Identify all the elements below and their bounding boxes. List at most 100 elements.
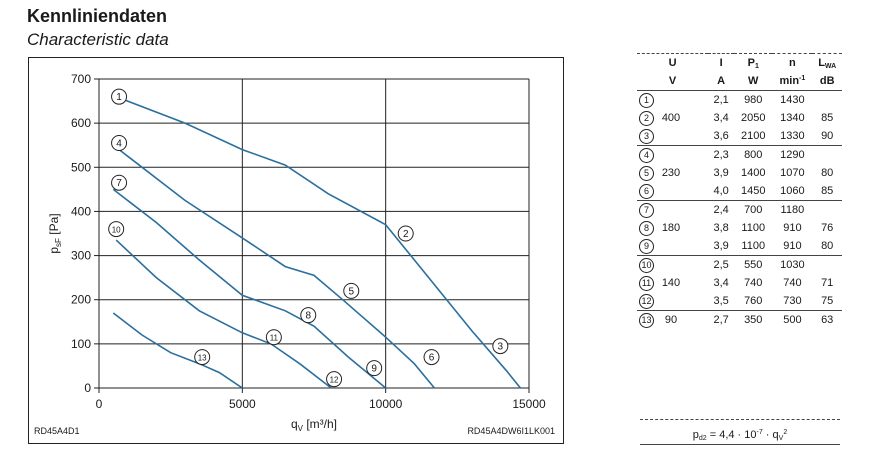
x-tick-label: 5000 bbox=[229, 397, 256, 411]
unit-p1: W bbox=[734, 72, 773, 91]
curve-voltage-cell: 2 400 bbox=[637, 109, 708, 127]
sound-cell: 85 bbox=[821, 112, 834, 124]
current-cell: 2,4 bbox=[713, 204, 729, 216]
curve-number-badge: 12 bbox=[639, 293, 654, 309]
curve-voltage-cell: 8 180 bbox=[637, 219, 708, 237]
curve-marker-circle bbox=[397, 225, 414, 242]
table-row: 13 90 2,7 350 500 63 bbox=[637, 311, 842, 330]
current-cell: 2,3 bbox=[713, 149, 729, 161]
curve-number-badge: 6 bbox=[639, 183, 654, 199]
power-cell: 2100 bbox=[734, 127, 773, 146]
speed-cell: 730 bbox=[772, 292, 813, 311]
curve-number-badge: 3 bbox=[639, 128, 654, 144]
y-tick-label: 200 bbox=[71, 293, 91, 307]
speed-cell: 1340 bbox=[780, 112, 805, 124]
y-tick-label: 700 bbox=[71, 72, 91, 86]
curve-marker-circle bbox=[300, 307, 317, 324]
table-body: 1 2,1 980 1430 2 400 3,4 2050 1340 85 3 3,6 2100 1330… bbox=[637, 91, 842, 330]
speed-cell: 500 bbox=[783, 314, 802, 326]
power-cell: 700 bbox=[744, 204, 763, 216]
sound-cell: 71 bbox=[821, 277, 834, 289]
characteristic-data-table: U I P1 n LWA V A W min-1 dB 1 2,1 980 1430 2… bbox=[637, 53, 842, 329]
power-cell: 350 bbox=[744, 314, 763, 326]
power-cell: 760 bbox=[734, 292, 773, 311]
current-cell: 3,9 bbox=[713, 167, 729, 179]
voltage-value: 230 bbox=[661, 166, 681, 179]
table-row: 3 3,6 2100 1330 90 bbox=[637, 127, 842, 146]
characteristic-curve bbox=[112, 312, 243, 389]
sound-cell: 76 bbox=[821, 222, 834, 234]
curve-number-badge: 2 bbox=[639, 110, 654, 126]
speed-cell: 1030 bbox=[780, 259, 805, 271]
power-cell: 740 bbox=[744, 277, 763, 289]
formula: pd2 = 4,4 · 10-7 · qV2 bbox=[640, 419, 840, 445]
table-row: 7 2,4 700 1180 bbox=[637, 201, 842, 220]
x-axis-label: qV [m³/h] bbox=[291, 417, 337, 433]
curve-marker-circle bbox=[108, 221, 125, 238]
header-u: U bbox=[637, 53, 709, 72]
y-tick-label: 400 bbox=[71, 204, 91, 218]
curve-voltage-cell: 7 bbox=[637, 201, 708, 220]
curve-marker-circle bbox=[265, 329, 282, 346]
curve-number-badge: 10 bbox=[639, 257, 654, 273]
power-cell: 1100 bbox=[734, 237, 773, 256]
sound-cell bbox=[812, 201, 842, 220]
unit-lwa: dB bbox=[812, 72, 842, 91]
current-cell: 2,1 bbox=[713, 94, 729, 106]
curve-marker-circle bbox=[111, 174, 128, 191]
power-cell: 2050 bbox=[741, 112, 766, 124]
curve-marker-circle bbox=[111, 135, 128, 152]
curve-marker-circle bbox=[326, 371, 343, 388]
curve-marker-circle bbox=[194, 349, 211, 366]
chart-panel bbox=[28, 57, 564, 444]
sound-cell: 90 bbox=[812, 127, 842, 146]
characteristic-curve bbox=[121, 98, 522, 389]
power-cell: 1100 bbox=[741, 222, 766, 234]
curve-marker-label: 7 bbox=[116, 178, 122, 189]
power-cell: 1450 bbox=[734, 182, 773, 201]
speed-cell: 1290 bbox=[780, 149, 805, 161]
curve-number-badge: 9 bbox=[639, 238, 654, 254]
y-tick-label: 300 bbox=[71, 249, 91, 263]
curve-voltage-cell: 5 230 bbox=[637, 164, 708, 182]
curve-marker-label: 5 bbox=[348, 286, 354, 297]
curve-marker-circle bbox=[366, 360, 383, 377]
table-row: 6 4,0 1450 1060 85 bbox=[637, 182, 842, 201]
y-tick-label: 100 bbox=[71, 337, 91, 351]
curve-marker-label: 6 bbox=[429, 353, 435, 364]
curve-voltage-cell: 9 bbox=[637, 237, 709, 256]
header-n: n bbox=[772, 53, 813, 72]
sound-cell: 85 bbox=[812, 182, 842, 201]
curve-marker-label: 12 bbox=[330, 376, 339, 385]
table-row: 4 2,3 800 1290 bbox=[637, 146, 842, 165]
curve-marker-circle bbox=[111, 88, 128, 105]
curve-number-badge: 11 bbox=[639, 275, 654, 291]
sound-cell bbox=[812, 91, 842, 110]
curve-voltage-cell: 1 bbox=[637, 91, 708, 110]
speed-cell: 1060 bbox=[772, 182, 813, 201]
current-cell: 2,5 bbox=[713, 259, 729, 271]
chart-code-left: RD45A4D1 bbox=[34, 426, 80, 436]
characteristic-curve bbox=[115, 239, 332, 389]
curve-number-badge: 5 bbox=[639, 165, 654, 181]
power-cell: 800 bbox=[744, 149, 763, 161]
curve-marker-label: 13 bbox=[198, 354, 207, 363]
table-header-units: V A W min-1 dB bbox=[637, 72, 842, 91]
curve-marker-circle bbox=[343, 282, 360, 299]
voltage-value: 400 bbox=[661, 111, 681, 124]
curve-marker-label: 10 bbox=[112, 226, 121, 235]
power-cell: 550 bbox=[744, 259, 763, 271]
characteristic-curve-chart: 0 5000 10000 15000 0 100 200 300 400 500 600 700 qV … bbox=[47, 72, 546, 433]
power-cell: 980 bbox=[744, 94, 763, 106]
y-tick-label: 500 bbox=[71, 160, 91, 174]
table-row: 9 3,9 1100 910 80 bbox=[637, 237, 842, 256]
voltage-value: 90 bbox=[664, 313, 678, 326]
curve-marker-label: 4 bbox=[116, 139, 122, 150]
speed-cell: 1070 bbox=[780, 167, 805, 179]
current-cell: 3,9 bbox=[708, 237, 735, 256]
table-row: 1 2,1 980 1430 bbox=[637, 91, 842, 110]
x-tick-label: 15000 bbox=[512, 397, 546, 411]
table-row: 8 180 3,8 1100 910 76 bbox=[637, 219, 842, 237]
header-i: I bbox=[708, 53, 735, 72]
curve-marker-circle bbox=[492, 338, 509, 355]
